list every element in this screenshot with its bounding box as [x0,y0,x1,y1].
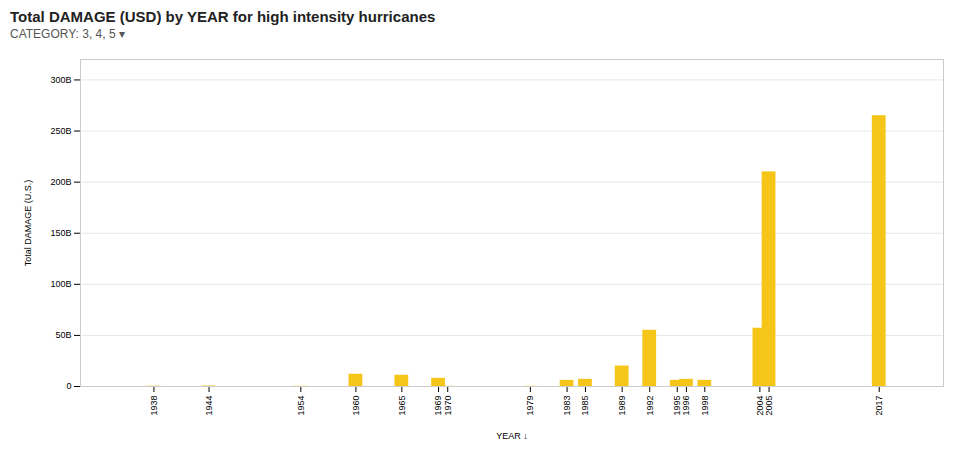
svg-text:150B: 150B [50,228,71,238]
svg-text:1954: 1954 [296,396,306,416]
svg-text:1960: 1960 [351,396,361,416]
svg-text:50B: 50B [55,330,71,340]
html-text:CATEGORY: 3, 4, 5 ▾: CATEGORY: 3, 4, 5 ▾ [10,27,125,41]
svg-text:300B: 300B [50,75,71,85]
svg-text:200B: 200B [50,177,71,187]
svg-text:1985: 1985 [580,396,590,416]
svg-text:100B: 100B [50,279,71,289]
svg-text:1965: 1965 [397,396,407,416]
svg-text:2004: 2004 [754,395,765,416]
svg-text:1969: 1969 [433,395,444,416]
svg-text:1979: 1979 [525,396,535,416]
svg-text:1970: 1970 [443,396,453,416]
svg-text:1995: 1995 [672,395,683,416]
svg-text:2017: 2017 [874,396,884,416]
svg-text:1938: 1938 [149,396,159,416]
svg-text:250B: 250B [50,126,71,136]
svg-text:2005: 2005 [764,396,774,416]
svg-text:1996: 1996 [681,396,691,416]
svg-text:1989: 1989 [617,396,627,416]
svg-text:YEAR ↓: YEAR ↓ [496,431,528,441]
svg-text:1983: 1983 [562,396,572,416]
svg-text:0: 0 [66,381,71,391]
svg-text:1944: 1944 [204,396,214,416]
svg-text:1998: 1998 [700,396,710,416]
svg-text:1992: 1992 [645,396,655,416]
svg-text:Total DAMAGE (U.S.): Total DAMAGE (U.S.) [23,180,33,267]
html-text:Total DAMAGE (USD) by YEAR for: Total DAMAGE (USD) by YEAR for high inte… [10,8,436,25]
